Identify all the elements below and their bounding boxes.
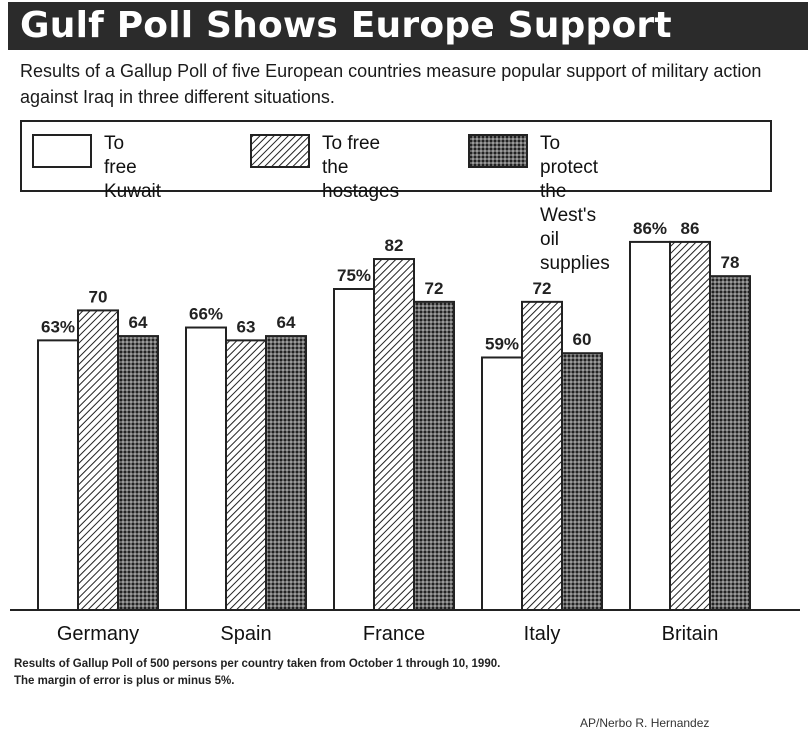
bar-france-hostages [373,258,415,611]
footnote: Results of Gallup Poll of 500 persons pe… [14,656,794,690]
bar-italy-hostages [521,300,563,611]
bar-germany-hostages [77,309,119,612]
category-label-italy: Italy [524,623,561,645]
data-label-france-kuwait: 75% [337,266,371,285]
data-label-britain-oil: 78 [721,253,740,272]
legend-label-hostages: To free the hostages [322,133,400,202]
data-label-italy-kuwait: 59% [485,334,519,353]
legend-label-kuwait: To free Kuwait [104,133,162,202]
data-label-france-hostages: 82 [385,236,404,255]
data-label-france-oil: 72 [425,279,444,298]
data-label-spain-hostages: 63 [237,317,256,336]
bar-italy-oil [561,352,603,611]
category-label-spain: Spain [220,623,271,645]
category-label-france: France [363,623,425,645]
data-label-britain-hostages: 86 [681,219,700,238]
data-label-germany-hostages: 70 [89,287,108,306]
legend-swatch-blank [32,134,92,168]
chart-subtitle: Results of a Gallup Poll of five Europea… [20,61,762,107]
bar-britain-kuwait [629,240,671,611]
bar-france-kuwait [333,288,375,611]
data-label-germany-oil: 64 [129,313,148,332]
bar-germany-oil [117,335,159,612]
bar-chart: 63% 70 64 66% 63 64 75% 82 72 59% 72 60 86% 86 78 Germ… [10,219,800,645]
bar-britain-oil [709,275,751,611]
bar-britain-hostages [669,240,711,611]
data-label-spain-oil: 64 [277,313,296,332]
footnote-line-2: The margin of error is plus or minus 5%. [14,675,235,687]
category-label-britain: Britain [662,623,719,645]
photo-credit: AP/Nerbo R. Hernandez [580,716,710,730]
bar-spain-hostages [225,339,267,612]
legend: To free Kuwait To free the hostages [20,120,772,274]
bar-spain-kuwait [185,326,227,612]
data-label-britain-kuwait: 86% [633,219,667,238]
data-label-germany-kuwait: 63% [41,317,75,336]
data-label-italy-hostages: 72 [533,279,552,298]
category-label-germany: Germany [57,623,139,645]
legend-swatch-crosshatch [468,134,528,168]
footnote-line-1: Results of Gallup Poll of 500 persons pe… [14,658,501,670]
bar-germany-kuwait [37,339,79,612]
legend-label-oil: To protect the West's oil supplies [540,133,610,274]
legend-swatch-diagonal [250,134,310,168]
data-label-italy-oil: 60 [573,330,592,349]
data-label-spain-kuwait: 66% [189,305,223,324]
bar-france-oil [413,300,455,611]
bar-spain-oil [265,335,307,612]
bar-italy-kuwait [481,356,523,611]
chart-title: Gulf Poll Shows Europe Support [8,2,808,50]
